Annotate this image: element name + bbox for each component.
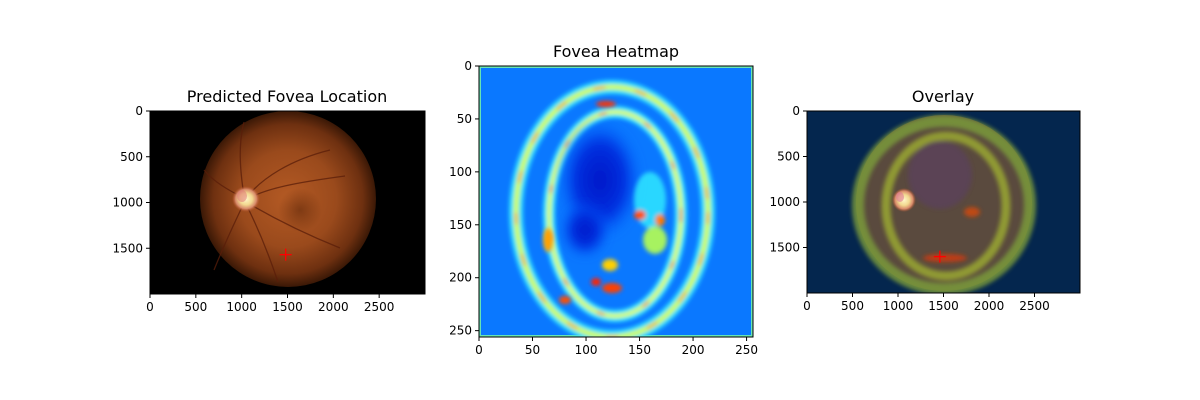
- y-tick-label: 150: [449, 218, 472, 232]
- x-tick-label: 0: [146, 300, 154, 314]
- x-tick-label: 2000: [318, 300, 349, 314]
- panel-predicted-fovea: 0 500 1000 1500 2000 2500 0 500 1000 1500 Predict…: [112, 87, 426, 314]
- title-fovea-heatmap: Fovea Heatmap: [553, 42, 679, 61]
- x-tick-label: 200: [682, 343, 705, 357]
- x-tick-label: 1500: [272, 300, 303, 314]
- y-tick-label: 100: [449, 165, 472, 179]
- x-tick-label: 1500: [928, 299, 959, 313]
- y-tick-label: 250: [449, 324, 472, 338]
- x-tick-label: 0: [803, 299, 811, 313]
- y-tick-label: 1000: [769, 195, 800, 209]
- x-tick-label: 2000: [974, 299, 1005, 313]
- y-tick-label: 1000: [112, 196, 143, 210]
- axes-ticks: 0 500 1000 1500 2000 2500 0 500 1000 1500: [112, 104, 394, 314]
- x-tick-label: 1000: [883, 299, 914, 313]
- x-tick-label: 250: [735, 343, 758, 357]
- panel-overlay: 0 500 1000 1500 2000 2500 0 500 1000 1500 Overlay: [769, 87, 1081, 313]
- fundus-image: [150, 111, 425, 294]
- y-tick-label: 500: [120, 150, 143, 164]
- x-tick-label: 100: [575, 343, 598, 357]
- heatmap-image: [479, 66, 753, 337]
- title-overlay: Overlay: [912, 87, 974, 106]
- x-tick-label: 150: [628, 343, 651, 357]
- fovea-marker: [933, 250, 946, 263]
- x-tick-label: 0: [475, 343, 483, 357]
- x-tick-label: 50: [525, 343, 540, 357]
- y-tick-label: 0: [135, 104, 143, 118]
- y-tick-label: 1500: [112, 241, 143, 255]
- x-tick-label: 2500: [364, 300, 395, 314]
- overlay-image: [807, 111, 1080, 293]
- y-tick-label: 0: [464, 59, 472, 73]
- fovea-marker: [279, 248, 292, 261]
- x-tick-label: 500: [184, 300, 207, 314]
- x-tick-label: 2500: [1019, 299, 1050, 313]
- y-tick-label: 1500: [769, 241, 800, 255]
- y-tick-label: 500: [777, 150, 800, 164]
- y-tick-label: 200: [449, 271, 472, 285]
- y-tick-label: 50: [457, 112, 472, 126]
- x-tick-label: 500: [841, 299, 864, 313]
- axes-ticks: 0 500 1000 1500 2000 2500 0 500 1000 1500: [769, 104, 1049, 313]
- y-tick-label: 0: [792, 104, 800, 118]
- title-predicted-fovea: Predicted Fovea Location: [187, 87, 388, 106]
- x-tick-label: 1000: [226, 300, 257, 314]
